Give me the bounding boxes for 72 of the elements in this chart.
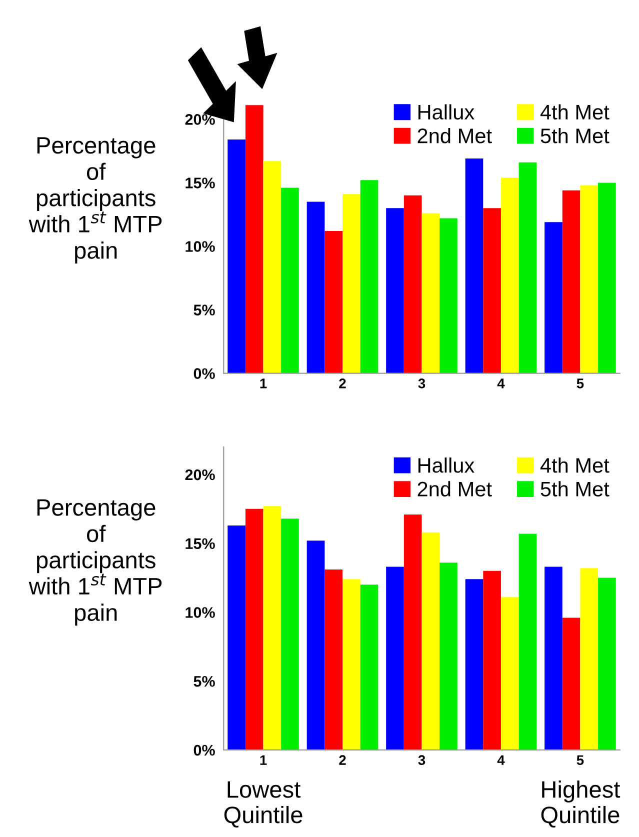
y-tick-label: 15% [186,538,215,550]
bar [580,568,598,750]
bar [404,195,422,374]
bar [465,158,484,374]
bar [544,566,562,750]
bar [562,618,580,750]
bar [306,540,325,750]
bar [342,579,360,750]
y-tick-label: 0% [194,744,215,756]
y-tick-label: 5% [194,304,215,316]
bar [386,208,404,374]
x-tick-label: 3 [418,755,426,766]
y-tick-label: 0% [194,368,215,379]
x-tick-label: 5 [576,378,584,388]
x-tick-label: 4 [497,755,505,765]
x-tick-label: 2 [339,378,346,388]
legend-label: Hallux [418,104,474,120]
bar [324,230,343,374]
bar [281,188,299,374]
x-tick-label: 1 [260,378,267,388]
y-tick-label: 10% [186,607,215,618]
bar [342,194,360,374]
y-tick-label: 15% [186,178,215,188]
y-axis-title: Percentage of participants with 1$^{st}$ MTP pain [28,499,162,626]
legend-label: 4th Met [540,457,610,473]
bar [598,578,616,750]
bar [245,508,264,750]
x-tick-label: 3 [418,378,426,388]
text: Lowest Quintile [224,781,302,828]
bar [263,506,282,750]
bar [598,182,616,374]
legend-label: 2nd Met [418,128,492,144]
bar [422,532,440,750]
bar [518,534,537,750]
bar [422,213,440,374]
bar [544,222,562,374]
bar [518,162,537,374]
bar [281,518,299,750]
y-tick-label: 5% [194,676,215,687]
bar [500,597,519,750]
bar [465,579,484,750]
bar [440,562,458,750]
bar [440,218,458,374]
y-tick-label: 20% [185,114,215,125]
bar [500,178,519,374]
bar [580,185,598,374]
y-tick-label: 10% [186,241,215,252]
bar [483,570,501,750]
x-tick-label: 5 [576,755,584,766]
bar [324,570,343,750]
legend-label: 5th Met [540,128,610,144]
bar [306,202,325,374]
x-tick-label: 1 [260,755,267,765]
bar [562,190,580,374]
y-axis-title: Percentage of participants with 1$^{st}$ MTP pain [28,137,162,264]
legend-label: 2nd Met [418,481,492,496]
bar [228,139,246,374]
bar [263,161,282,374]
legend-label: Hallux [418,457,474,473]
bar [386,566,404,750]
bar [404,514,422,750]
legend-label: 5th Met [540,481,610,496]
bar [245,105,264,374]
bar [360,180,378,374]
text: Highest Quintile [541,780,620,828]
y-tick-label: 20% [185,469,215,480]
bar [483,208,501,374]
bar [228,525,246,750]
x-tick-label: 2 [339,755,346,765]
bar [360,584,378,750]
legend-label: 4th Met [540,104,610,120]
x-tick-label: 4 [497,378,505,388]
